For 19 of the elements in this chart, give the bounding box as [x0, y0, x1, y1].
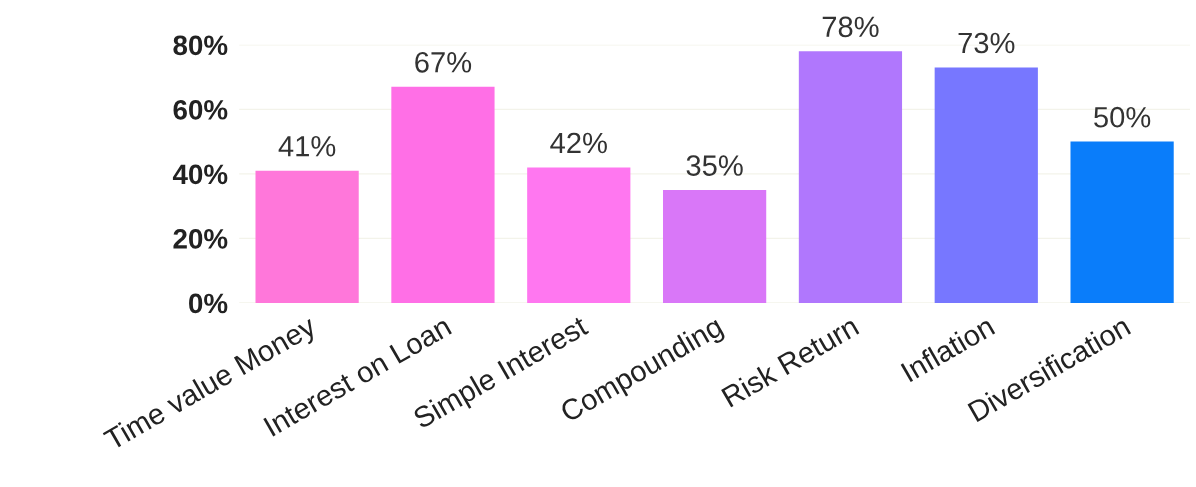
bar [1070, 141, 1174, 303]
y-tick-label: 60% [173, 100, 228, 120]
y-tick-label: 20% [173, 229, 228, 249]
y-tick-label: 0% [189, 293, 228, 314]
data-label: 41% [278, 136, 336, 157]
bar [934, 67, 1038, 303]
data-label: 35% [686, 155, 743, 176]
data-label: 67% [415, 51, 472, 73]
bar [527, 167, 631, 303]
y-tick-label: 40% [172, 164, 228, 185]
data-label: 42% [550, 132, 607, 154]
bar [391, 86, 495, 303]
data-label: 78% [822, 16, 879, 38]
bar [662, 189, 767, 303]
data-label: 50% [1094, 106, 1151, 128]
bar [255, 170, 359, 303]
data-label: 73% [958, 32, 1015, 54]
y-tick-label: 80% [173, 35, 228, 56]
bar [798, 51, 903, 303]
